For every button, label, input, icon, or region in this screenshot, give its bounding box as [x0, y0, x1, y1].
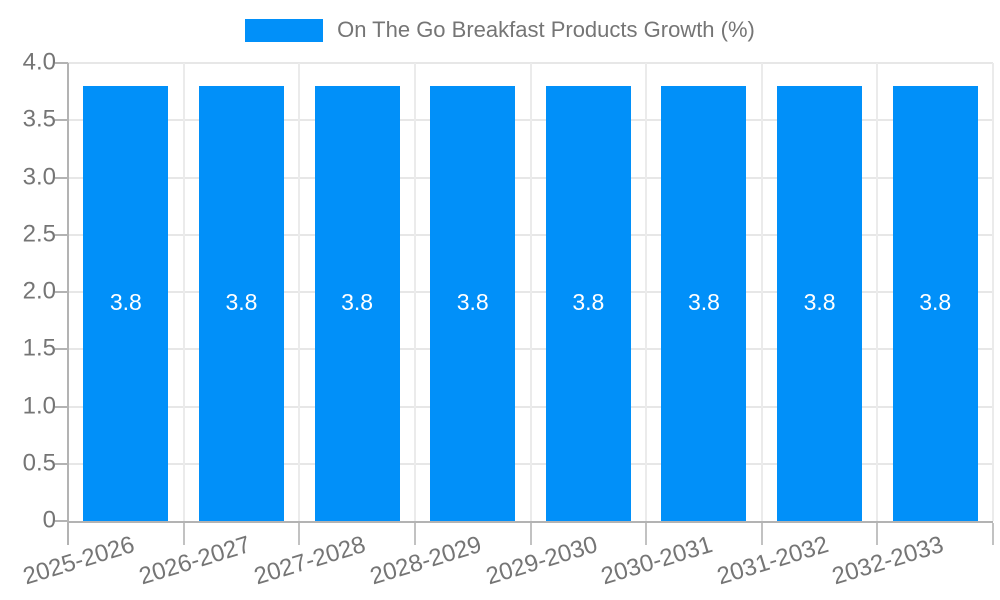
x-gridline — [760, 63, 763, 521]
y-axis-tick-label: 4.0 — [22, 48, 56, 76]
x-gridline — [992, 63, 994, 521]
x-axis-tick-label: 2030-2031 — [598, 531, 716, 591]
x-gridline — [645, 63, 648, 521]
y-tick-mark — [55, 520, 68, 522]
x-axis-tick-label: 2028-2029 — [366, 531, 485, 591]
x-axis-tick-label: 2029-2030 — [482, 531, 601, 591]
x-tick-mark — [413, 523, 416, 545]
y-axis-tick-label: 3.5 — [22, 105, 56, 133]
x-gridline — [529, 63, 532, 521]
y-axis-tick-label: 0.5 — [22, 449, 56, 477]
bar[interactable] — [430, 85, 516, 521]
y-axis-tick-label: 2.5 — [22, 220, 56, 248]
bar[interactable] — [892, 85, 978, 521]
bar-value-label: 3.8 — [109, 289, 142, 316]
bar[interactable] — [777, 85, 863, 521]
x-gridline — [182, 63, 185, 521]
y-tick-mark — [55, 62, 68, 64]
bar[interactable] — [314, 85, 400, 521]
x-gridline — [298, 63, 301, 521]
bar-value-label: 3.8 — [919, 289, 952, 316]
x-axis-tick-label: 2032-2033 — [829, 531, 948, 591]
bar-value-label: 3.8 — [225, 289, 258, 316]
y-axis-tick-label: 1.0 — [22, 391, 56, 419]
y-tick-mark — [55, 119, 68, 122]
bar-value-label: 3.8 — [803, 289, 836, 316]
y-tick-mark — [55, 291, 68, 293]
x-tick-mark — [992, 523, 994, 545]
bar-value-label: 3.8 — [687, 289, 720, 316]
legend-swatch — [245, 18, 324, 42]
bar-value-label: 3.8 — [572, 289, 605, 316]
y-tick-mark — [55, 348, 68, 351]
y-axis-tick-label: 3.0 — [22, 162, 56, 190]
y-axis-line — [67, 63, 69, 545]
bar-value-label: 3.8 — [456, 289, 489, 316]
x-tick-mark — [645, 523, 648, 545]
x-axis-tick-label: 2025-2026 — [20, 531, 138, 591]
legend-label: On The Go Breakfast Products Growth (%) — [337, 17, 755, 42]
x-axis-tick-label: 2031-2032 — [713, 531, 832, 591]
bar[interactable] — [661, 85, 747, 521]
y-axis-tick-label: 2.0 — [22, 277, 56, 305]
y-tick-mark — [55, 462, 68, 465]
y-tick-mark — [55, 405, 68, 408]
bar[interactable] — [198, 85, 284, 521]
x-tick-mark — [182, 523, 185, 545]
x-tick-mark — [760, 523, 763, 545]
x-tick-mark — [529, 523, 532, 545]
x-tick-mark — [876, 523, 879, 545]
x-gridline — [876, 63, 879, 521]
x-axis-tick-label: 2026-2027 — [135, 531, 254, 591]
y-axis-tick-label: 1.5 — [22, 334, 56, 362]
x-axis-tick-label: 2027-2028 — [251, 531, 369, 591]
y-tick-mark — [55, 176, 68, 179]
x-axis-line — [68, 521, 993, 523]
bar-value-label: 3.8 — [341, 289, 374, 316]
x-gridline — [413, 63, 416, 521]
legend[interactable]: On The Go Breakfast Products Growth (%) — [0, 17, 1000, 43]
bar[interactable] — [545, 85, 631, 521]
y-tick-mark — [55, 233, 68, 236]
x-tick-mark — [298, 523, 301, 545]
bar[interactable] — [83, 85, 169, 521]
y-axis-tick-label: 0 — [42, 506, 56, 534]
